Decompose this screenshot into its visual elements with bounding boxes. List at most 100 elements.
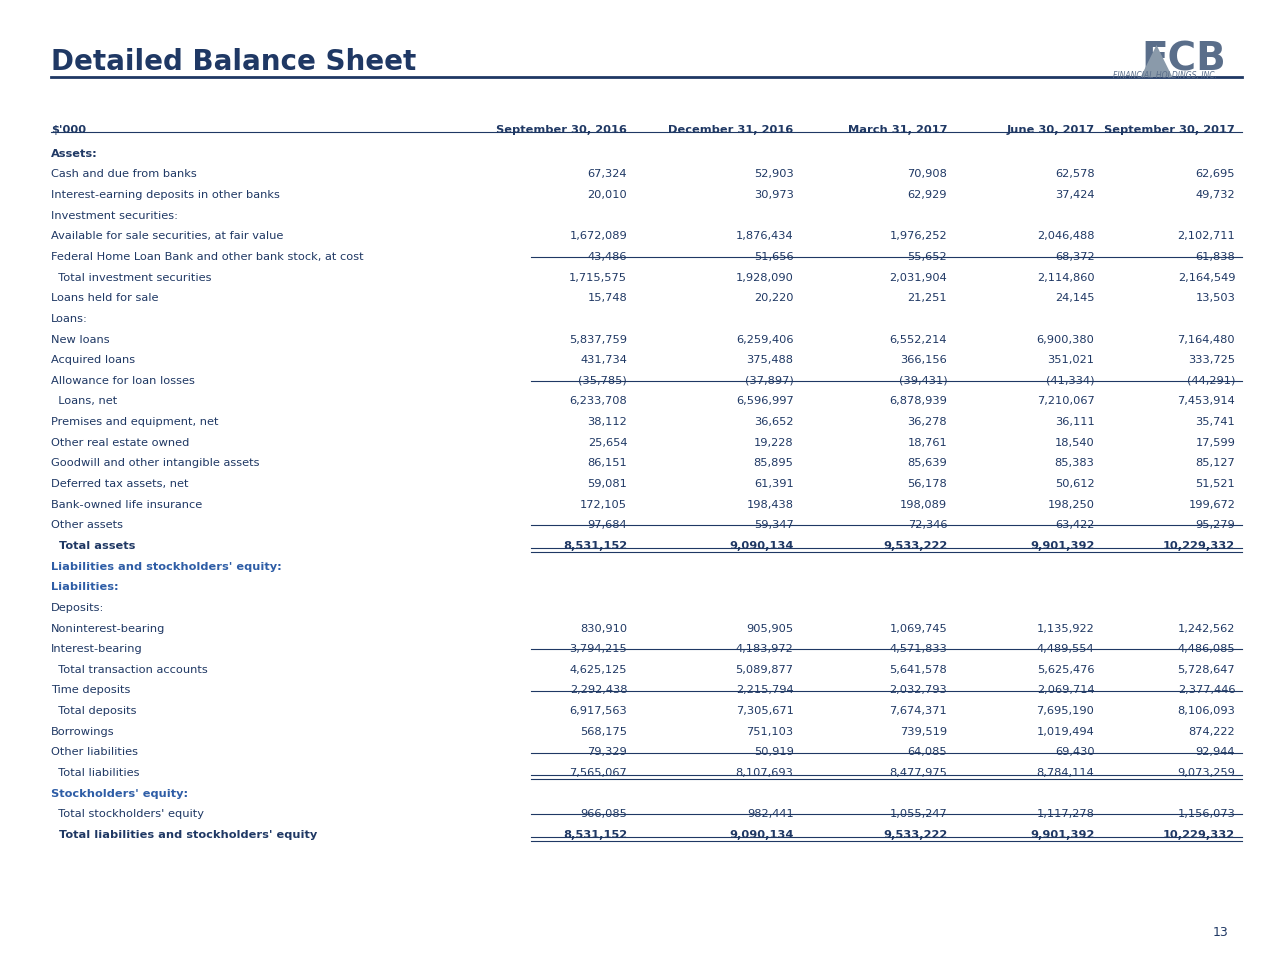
Text: (39,431): (39,431) [899,375,947,386]
Text: Deferred tax assets, net: Deferred tax assets, net [51,479,188,489]
Text: 92,944: 92,944 [1196,747,1235,757]
Text: New loans: New loans [51,334,110,345]
Text: 966,085: 966,085 [580,809,627,819]
Text: 15,748: 15,748 [588,293,627,303]
Text: 61,838: 61,838 [1196,252,1235,262]
Text: 8,531,152: 8,531,152 [563,540,627,551]
Text: 8,106,093: 8,106,093 [1178,706,1235,716]
Text: 36,111: 36,111 [1055,417,1094,427]
Text: 5,641,578: 5,641,578 [890,664,947,675]
Text: Cash and due from banks: Cash and due from banks [51,169,197,180]
Text: 18,540: 18,540 [1055,438,1094,447]
Text: 63,422: 63,422 [1055,520,1094,530]
Text: 36,278: 36,278 [908,417,947,427]
Text: 7,164,480: 7,164,480 [1178,334,1235,345]
Text: 19,228: 19,228 [754,438,794,447]
Text: 79,329: 79,329 [588,747,627,757]
Text: Assets:: Assets: [51,149,99,158]
Text: 85,895: 85,895 [754,458,794,468]
Text: 2,031,904: 2,031,904 [890,273,947,282]
Text: 751,103: 751,103 [746,727,794,736]
Text: 69,430: 69,430 [1055,747,1094,757]
Text: 1,135,922: 1,135,922 [1037,623,1094,634]
Text: 1,672,089: 1,672,089 [570,231,627,241]
Text: 68,372: 68,372 [1055,252,1094,262]
Text: 13,503: 13,503 [1196,293,1235,303]
Text: 9,533,222: 9,533,222 [883,540,947,551]
Text: 3,794,215: 3,794,215 [570,644,627,654]
Text: Total assets: Total assets [51,540,136,551]
Text: 85,127: 85,127 [1196,458,1235,468]
Text: Interest-earning deposits in other banks: Interest-earning deposits in other banks [51,190,280,200]
Text: 4,486,085: 4,486,085 [1178,644,1235,654]
Text: 1,019,494: 1,019,494 [1037,727,1094,736]
Text: 6,552,214: 6,552,214 [890,334,947,345]
Text: 64,085: 64,085 [908,747,947,757]
Text: 1,876,434: 1,876,434 [736,231,794,241]
Text: 7,453,914: 7,453,914 [1178,396,1235,406]
Text: 739,519: 739,519 [900,727,947,736]
Text: September 30, 2016: September 30, 2016 [497,125,627,134]
Text: Total stockholders' equity: Total stockholders' equity [51,809,205,819]
Text: 6,596,997: 6,596,997 [736,396,794,406]
Text: 4,489,554: 4,489,554 [1037,644,1094,654]
Text: Goodwill and other intangible assets: Goodwill and other intangible assets [51,458,260,468]
Text: 37,424: 37,424 [1055,190,1094,200]
Text: 50,612: 50,612 [1055,479,1094,489]
Text: 1,156,073: 1,156,073 [1178,809,1235,819]
Text: 55,652: 55,652 [908,252,947,262]
Text: 982,441: 982,441 [746,809,794,819]
Text: 9,533,222: 9,533,222 [883,829,947,840]
Text: 7,674,371: 7,674,371 [890,706,947,716]
Text: 61,391: 61,391 [754,479,794,489]
Text: 97,684: 97,684 [588,520,627,530]
Text: 51,656: 51,656 [754,252,794,262]
Text: 7,565,067: 7,565,067 [570,768,627,778]
Text: Noninterest-bearing: Noninterest-bearing [51,623,165,634]
Text: 9,901,392: 9,901,392 [1030,829,1094,840]
Text: 830,910: 830,910 [580,623,627,634]
Text: 35,741: 35,741 [1196,417,1235,427]
Text: 333,725: 333,725 [1188,355,1235,365]
Text: 1,976,252: 1,976,252 [890,231,947,241]
Text: 50,919: 50,919 [754,747,794,757]
Text: 62,929: 62,929 [908,190,947,200]
Text: 8,477,975: 8,477,975 [890,768,947,778]
Text: 4,571,833: 4,571,833 [890,644,947,654]
Text: 20,220: 20,220 [754,293,794,303]
Text: 7,305,671: 7,305,671 [736,706,794,716]
Text: Liabilities:: Liabilities: [51,582,119,592]
Text: 1,069,745: 1,069,745 [890,623,947,634]
Text: December 31, 2016: December 31, 2016 [668,125,794,134]
Text: 86,151: 86,151 [588,458,627,468]
Text: 36,652: 36,652 [754,417,794,427]
Text: 52,903: 52,903 [754,169,794,180]
Text: 5,089,877: 5,089,877 [736,664,794,675]
Text: 38,112: 38,112 [588,417,627,427]
Text: 9,090,134: 9,090,134 [730,829,794,840]
Text: 25,654: 25,654 [588,438,627,447]
Text: Loans:: Loans: [51,314,88,324]
Text: Detailed Balance Sheet: Detailed Balance Sheet [51,48,416,76]
Text: 568,175: 568,175 [580,727,627,736]
Text: 10,229,332: 10,229,332 [1164,540,1235,551]
Text: 198,250: 198,250 [1047,499,1094,510]
Text: 67,324: 67,324 [588,169,627,180]
Text: Total liabilities: Total liabilities [51,768,140,778]
Text: 9,090,134: 9,090,134 [730,540,794,551]
Text: 2,046,488: 2,046,488 [1037,231,1094,241]
Text: 62,578: 62,578 [1055,169,1094,180]
Text: 6,233,708: 6,233,708 [570,396,627,406]
Text: 6,259,406: 6,259,406 [736,334,794,345]
Text: 172,105: 172,105 [580,499,627,510]
Text: Loans, net: Loans, net [51,396,118,406]
Text: Acquired loans: Acquired loans [51,355,136,365]
Text: March 31, 2017: March 31, 2017 [847,125,947,134]
Text: 24,145: 24,145 [1055,293,1094,303]
Text: Total deposits: Total deposits [51,706,137,716]
Text: 1,928,090: 1,928,090 [736,273,794,282]
Text: 30,973: 30,973 [754,190,794,200]
Text: 5,837,759: 5,837,759 [570,334,627,345]
Text: 2,377,446: 2,377,446 [1178,685,1235,695]
Text: Interest-bearing: Interest-bearing [51,644,143,654]
